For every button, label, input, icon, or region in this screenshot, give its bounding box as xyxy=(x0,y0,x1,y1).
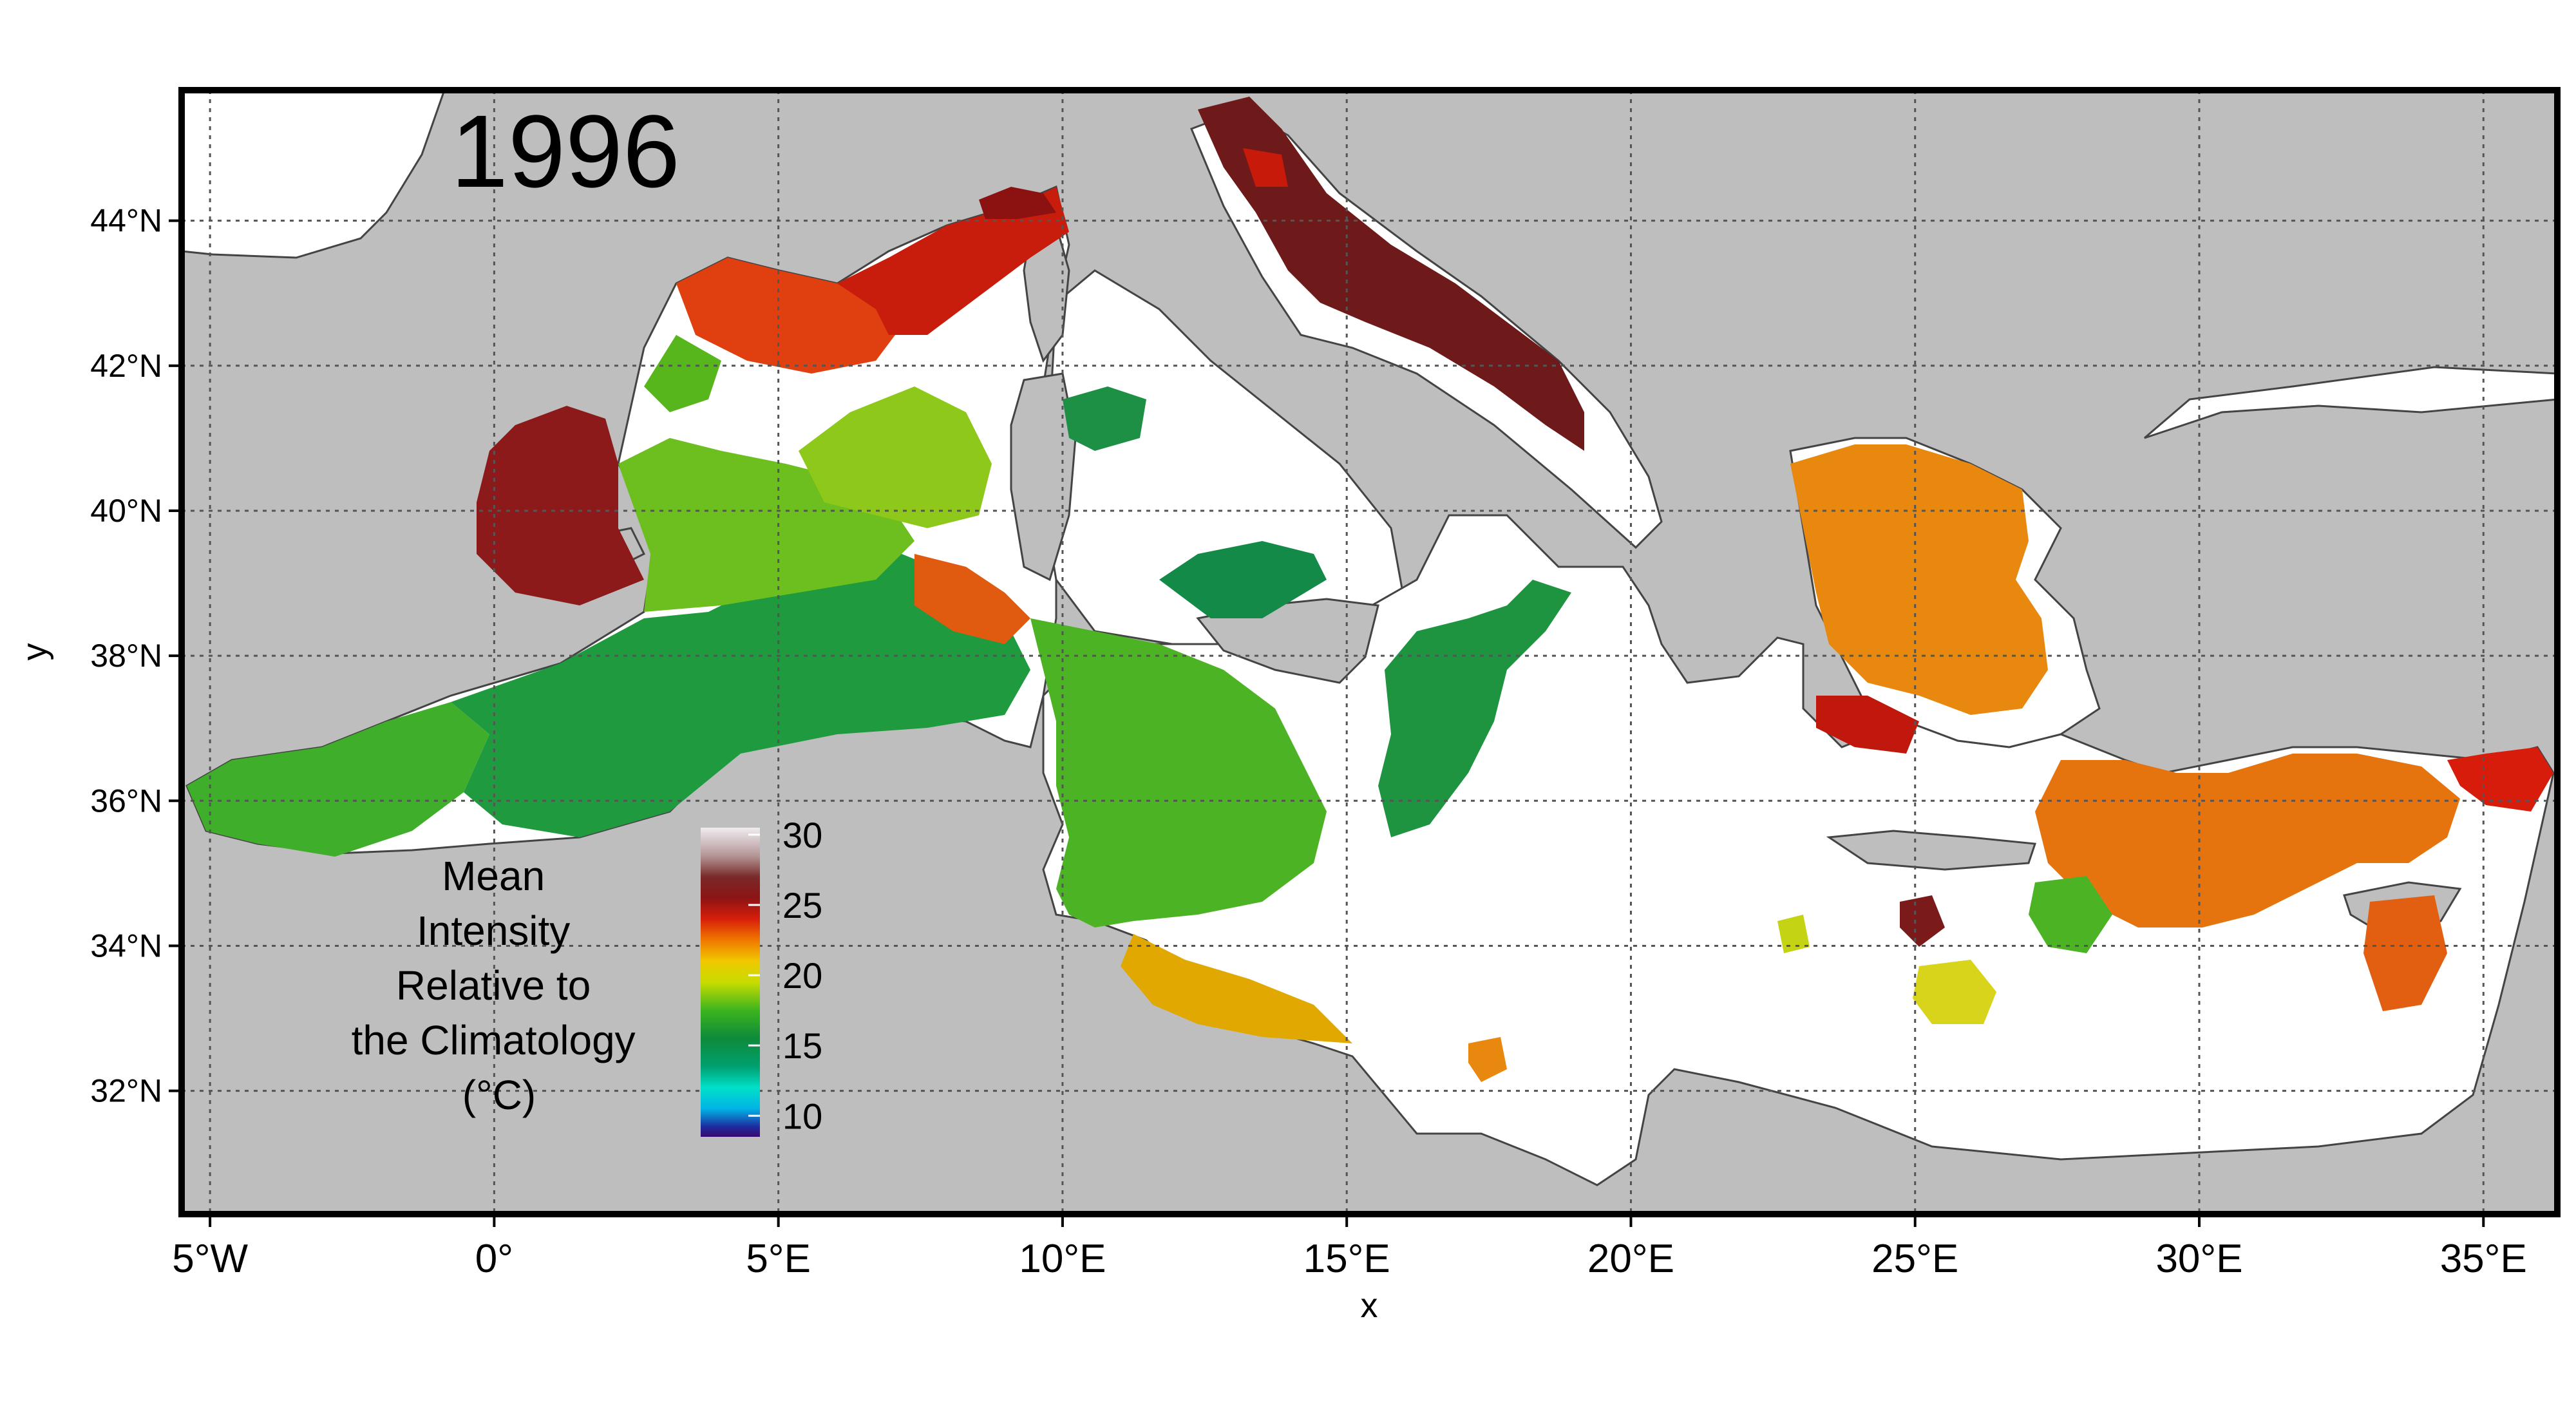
atlantic-bay-of-biscay xyxy=(182,90,446,259)
central-west-patch xyxy=(799,386,992,528)
colorbar-tick-label: 25 xyxy=(782,885,822,926)
sirte-orange-patch xyxy=(1468,1037,1507,1082)
balearic-sea-patch xyxy=(477,406,644,605)
aegean-patch xyxy=(1790,444,2048,715)
legend-title-line-1: Mean xyxy=(442,853,545,899)
tyrrhenian-patch xyxy=(1159,541,1327,618)
islands xyxy=(598,224,2462,935)
tyrrhenian-north-patch xyxy=(1063,386,1146,451)
map-frame xyxy=(178,87,2561,1217)
year-label: 1996 xyxy=(451,93,680,209)
y-tick-label: 32°N xyxy=(90,1073,162,1109)
x-tick-label: 5°W xyxy=(172,1237,248,1281)
black-sea-sliver xyxy=(2144,366,2557,439)
adriatic-red-patch xyxy=(1243,148,1288,187)
anomaly-patches xyxy=(187,97,2553,1082)
x-tick-label: 0° xyxy=(475,1237,513,1281)
ionian-patch xyxy=(1378,580,1571,837)
libya-patch xyxy=(1913,960,1996,1024)
colorbar-tick-label: 30 xyxy=(782,815,822,855)
levantine-green-patch xyxy=(2029,876,2112,953)
x-tick-label: 20°E xyxy=(1587,1237,1674,1281)
y-axis-ticks: 44°N 42°N 40°N 38°N 36°N 34°N 32°N xyxy=(90,203,178,1109)
x-tick-label: 5°E xyxy=(746,1237,811,1281)
y-tick-label: 42°N xyxy=(90,348,162,384)
y-tick-label: 44°N xyxy=(90,203,162,239)
colorbar-ticks: 30 25 20 15 10 xyxy=(748,815,822,1136)
graticule xyxy=(182,90,2557,1214)
aegean-south-patch xyxy=(1816,696,1919,754)
gulf-of-lion-green-patch xyxy=(644,335,721,412)
gulf-sirte-patch xyxy=(1121,934,1352,1043)
colorbar-tick-label: 20 xyxy=(782,955,822,996)
ne-levantine-patch xyxy=(2447,747,2553,812)
colorbar-legend: Mean Intensity Relative to the Climatolo… xyxy=(352,815,822,1137)
ligurian-north-patch xyxy=(979,187,1056,219)
colorbar-tick-label: 10 xyxy=(782,1096,822,1136)
x-tick-label: 35°E xyxy=(2440,1237,2527,1281)
y-tick-label: 40°N xyxy=(90,493,162,529)
y-tick-label: 34°N xyxy=(90,927,162,964)
x-axis-title: x xyxy=(1361,1286,1378,1325)
sicily-strait-patch xyxy=(1030,618,1327,927)
south-central-patch xyxy=(1777,915,1810,953)
x-tick-label: 15°E xyxy=(1303,1237,1390,1281)
map-panel xyxy=(182,90,2557,1214)
algerian-basin-patch xyxy=(451,554,1030,837)
legend-title-line-4: the Climatology xyxy=(352,1017,636,1063)
ligurian-patch xyxy=(837,187,1069,335)
y-tick-label: 36°N xyxy=(90,783,162,819)
adriatic-patch xyxy=(1198,97,1584,451)
alboran-patch xyxy=(187,702,489,857)
levantine-patch xyxy=(2035,754,2460,927)
y-axis-title: y xyxy=(15,643,54,661)
crete-south-patch xyxy=(1900,895,1945,947)
y-tick-label: 38°N xyxy=(90,638,162,674)
sardinia-channel-patch xyxy=(914,554,1030,644)
x-axis-ticks: 5°W 0° 5°E 10°E 15°E 20°E 25°E 30°E 35°E xyxy=(172,1217,2527,1281)
x-tick-label: 25°E xyxy=(1871,1237,1958,1281)
x-tick-label: 30°E xyxy=(2155,1237,2242,1281)
colorbar xyxy=(701,828,760,1137)
levantine-east-patch xyxy=(2363,895,2447,1011)
crete-island xyxy=(1826,830,2037,871)
legend-title-line-3: Relative to xyxy=(396,962,591,1009)
legend-title-line-2: Intensity xyxy=(417,908,570,954)
x-tick-label: 10°E xyxy=(1019,1237,1106,1281)
sardinia-island xyxy=(1010,372,1077,582)
legend-title: Mean Intensity Relative to the Climatolo… xyxy=(352,853,647,1118)
colorbar-tick-label: 15 xyxy=(782,1025,822,1066)
legend-title-line-5: (°C) xyxy=(462,1072,536,1118)
